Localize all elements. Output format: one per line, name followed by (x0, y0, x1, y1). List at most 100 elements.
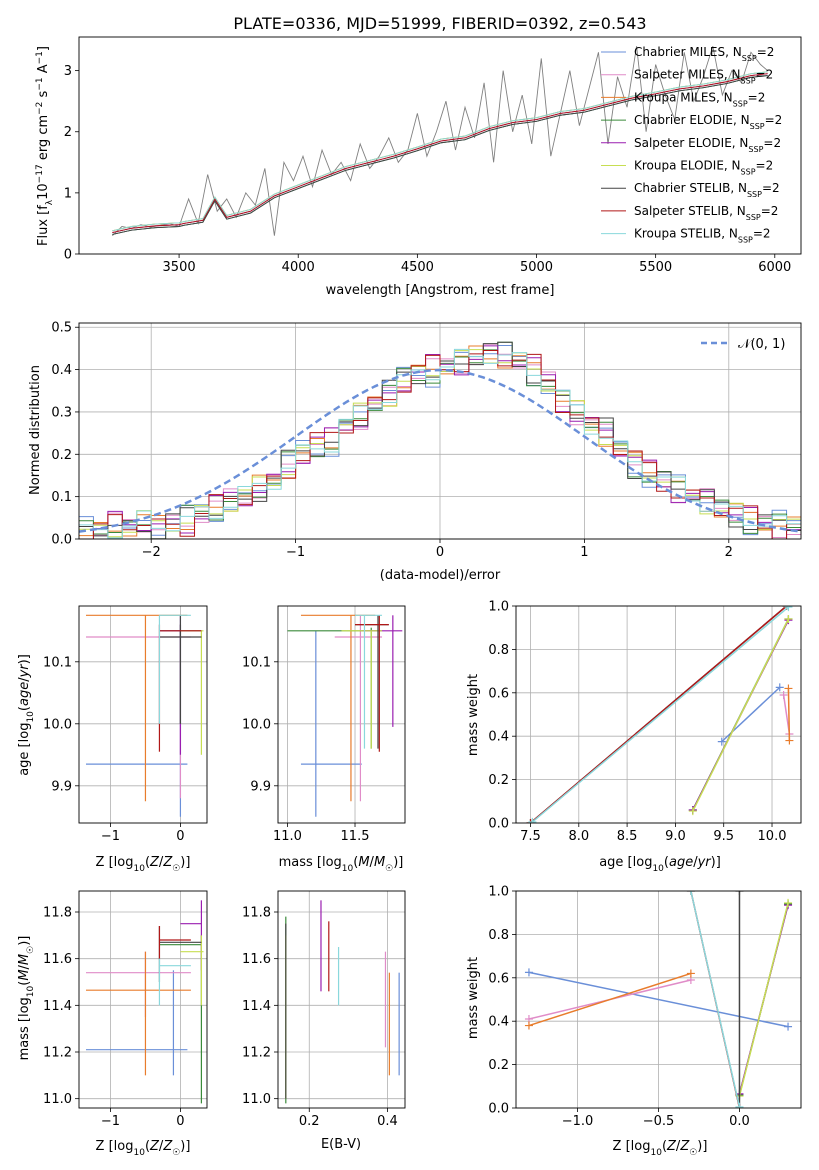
y-tick-label: 11.2 (242, 1046, 271, 1061)
legend-subscript: SSP (738, 235, 753, 244)
residuals-xlabel: (data-model)/error (380, 568, 501, 583)
plot-marks (85, 614, 204, 817)
panel-mass-vs-ebv: 0.2 0.4 11.0 11.2 11.4 11.6 11.8 E(B-V) (242, 890, 406, 1152)
legend-label: Chabrier STELIB, NSSP=2 (634, 181, 780, 199)
legend-label: Chabrier MILES, NSSP=2 (634, 45, 774, 63)
y-tick-label: 0.8 (488, 643, 509, 658)
legend-label: Salpeter STELIB, NSSP=2 (634, 204, 778, 222)
panel-mass-weight-vs-Z: −1.0 −0.5 0.0 0.0 0.2 0.4 0.6 0.8 1.0 Z [log10(Z… (466, 885, 802, 1158)
spectrum-legend: Chabrier MILES, NSSP=2 Salpeter MILES, NS… (601, 45, 782, 244)
mass-weight-vs-Z-ylabel: mass weight (466, 957, 481, 1039)
data-spectrum-line (112, 46, 768, 236)
mass-weight-line (690, 891, 741, 1108)
x-tick-label: −1 (101, 829, 120, 844)
age-vs-mass-plot-area: 11.0 11.5 9.9 10.0 10.1 (242, 605, 406, 844)
plus-marker (779, 690, 788, 699)
y-tick-label: 0.3 (51, 405, 72, 420)
axes-frame (78, 36, 802, 255)
x-tick-label: 0 (436, 545, 444, 560)
x-tick-label: 0.2 (299, 1114, 320, 1129)
plus-marker (784, 615, 793, 624)
legend-label: Chabrier ELODIE, NSSP=2 (634, 113, 782, 131)
x-tick-label: 0.4 (377, 1114, 398, 1129)
legend-label: Kroupa STELIB, NSSP=2 (634, 227, 771, 245)
histogram-series (79, 350, 801, 539)
mass-weight-line (528, 972, 692, 1027)
x-tick-label: 11.5 (341, 829, 370, 844)
x-tick-label: 3500 (163, 260, 196, 275)
y-tick-label: 0.0 (488, 1102, 509, 1117)
model-line (112, 73, 768, 234)
spectrum-plot-area: 3500 4000 4500 5000 5500 6000 0 1 2 3 (64, 36, 802, 275)
plot-marks (526, 606, 794, 823)
y-tick-label: 9.9 (250, 779, 271, 794)
plot-marks (287, 614, 403, 817)
plus-marker (688, 807, 697, 816)
legend-subscript: SSP (741, 167, 756, 176)
y-tick-label: 11.4 (242, 999, 271, 1014)
y-tick-label: 11.6 (242, 952, 271, 967)
y-tick-label: 0.5 (51, 321, 72, 336)
x-tick-label: 8.0 (568, 829, 589, 844)
mass-weight-line (738, 902, 789, 1097)
y-tick-label: 0.6 (488, 971, 509, 986)
plus-marker (775, 683, 784, 692)
axes-frame (78, 322, 802, 540)
gaussian-legend-label: 𝒩(0, 1) (738, 337, 785, 352)
y-tick-label: 9.9 (51, 779, 72, 794)
axes-frame (78, 890, 208, 1109)
x-tick-label: 5000 (520, 260, 553, 275)
figure-title: PLATE=0336, MJD=51999, FIBERID=0392, z=0… (233, 14, 646, 33)
y-tick-label: 1.0 (488, 600, 509, 615)
plus-marker (735, 891, 744, 895)
residuals-legend: 𝒩(0, 1) (701, 337, 785, 352)
y-tick-label: 0.0 (488, 817, 509, 832)
y-tick-label: 0.4 (488, 730, 509, 745)
y-tick-label: 0 (64, 248, 72, 263)
plus-marker (526, 819, 535, 823)
plus-marker (785, 736, 794, 745)
residuals-ylabel: Normed distribution (28, 365, 43, 495)
axes-frame (78, 605, 208, 824)
legend-subscript: SSP (748, 144, 763, 153)
panel-mass-vs-Z: −1 011.011.211.411.611.8 Z [log10(Z/Z☉)] … (17, 890, 208, 1158)
model-line (112, 71, 768, 232)
x-tick-label: 0 (176, 829, 184, 844)
y-tick-label: 0.2 (488, 1058, 509, 1073)
age-vs-Z-ylabel: age [log10(age/yr)] (17, 654, 36, 776)
histogram-series (79, 348, 801, 539)
y-tick-label: 10.0 (242, 717, 271, 732)
y-tick-label: 0.6 (488, 686, 509, 701)
mass-weight-line (531, 606, 789, 823)
x-tick-label: −1 (286, 545, 305, 560)
y-tick-label: 0.8 (488, 928, 509, 943)
mass-weight-line (787, 688, 791, 741)
x-tick-label: 10.0 (758, 829, 787, 844)
y-tick-label: 10.1 (43, 655, 72, 670)
legend-subscript: SSP (741, 76, 756, 85)
legend-label: Salpeter ELODIE, NSSP=2 (634, 136, 781, 154)
plot-marks (524, 891, 793, 1108)
y-tick-label: 0.4 (488, 1015, 509, 1030)
spectrum-ylabel: Flux [fλ10−17 erg cm−2 s−1 A−1] (35, 46, 55, 246)
y-tick-label: 0.4 (51, 363, 72, 378)
mass-vs-Z-ylabel: mass [log10(M/M☉)] (17, 936, 36, 1061)
axes-frame (277, 605, 406, 824)
plot-marks (112, 46, 768, 236)
plus-marker (784, 684, 793, 693)
legend-label: Salpeter MILES, NSSP=2 (634, 68, 773, 86)
y-tick-label: 2 (64, 125, 72, 140)
mass-weight-line (528, 971, 789, 1028)
mass-vs-ebv-plot-area: 0.2 0.4 11.0 11.2 11.4 11.6 11.8 (242, 890, 406, 1129)
mass-weight-vs-age-ylabel: mass weight (466, 674, 481, 756)
y-tick-label: 3 (64, 64, 72, 79)
x-tick-label: 6000 (758, 260, 791, 275)
x-tick-label: 4500 (401, 260, 434, 275)
residuals-plot-area: −2 −1 0 1 2 0.0 0.1 0.2 0.3 0.4 0.5 (51, 321, 802, 560)
legend-label: Kroupa MILES, NSSP=2 (634, 90, 765, 108)
plus-marker (717, 737, 726, 746)
y-tick-label: 11.4 (43, 999, 72, 1014)
plus-marker (528, 817, 537, 823)
x-tick-label: −1.0 (562, 1114, 594, 1129)
